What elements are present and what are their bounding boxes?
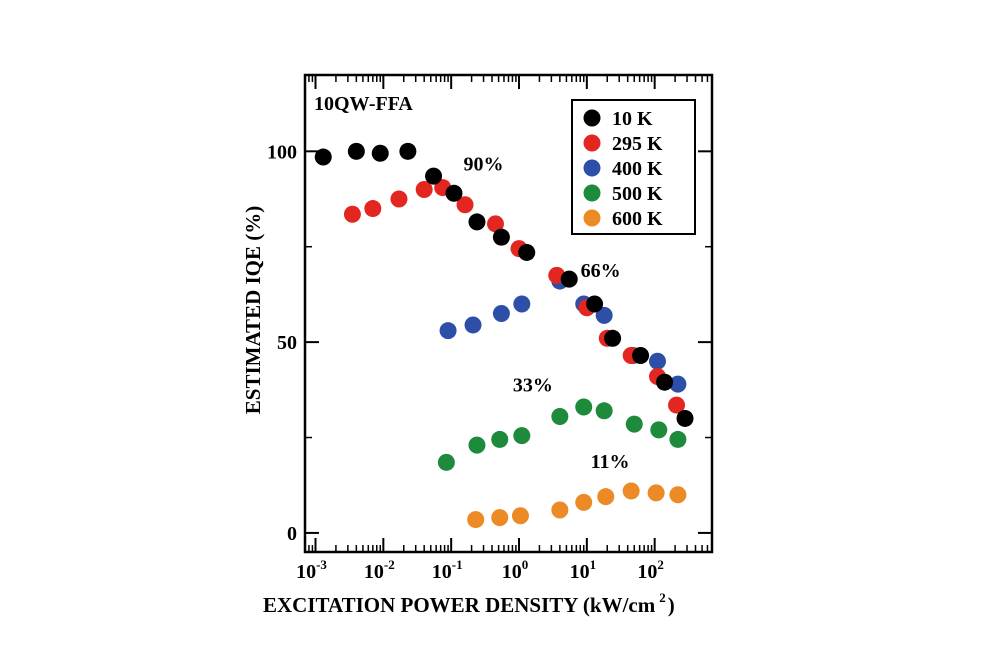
data-point-10k xyxy=(314,148,332,166)
data-point-10k xyxy=(399,142,417,160)
data-point-295k xyxy=(390,190,408,208)
sample-label: 10QW-FFA xyxy=(314,93,413,115)
data-point-295k xyxy=(415,180,433,198)
y-axis-label: ESTIMATED IQE (%) xyxy=(241,206,265,414)
legend-label: 400 K xyxy=(612,158,663,180)
data-point-10k xyxy=(604,329,622,347)
data-point-500k xyxy=(491,430,509,448)
legend-label: 295 K xyxy=(612,133,663,155)
data-point-295k xyxy=(456,196,474,214)
data-point-500k xyxy=(513,427,531,445)
data-point-600k xyxy=(467,511,485,529)
data-point-500k xyxy=(625,415,643,433)
data-point-10k xyxy=(425,167,443,185)
data-point-600k xyxy=(669,486,687,504)
data-point-400k xyxy=(439,322,457,340)
data-point-500k xyxy=(650,421,668,439)
annotation-label: 33% xyxy=(513,375,553,397)
data-point-10k xyxy=(560,270,578,288)
axis-ticks xyxy=(305,75,712,552)
legend-label: 600 K xyxy=(612,208,663,230)
data-point-600k xyxy=(491,509,509,527)
data-point-10k xyxy=(586,295,604,313)
data-point-400k xyxy=(669,375,687,393)
data-point-400k xyxy=(648,352,666,370)
annotations: 90% 66% 33% 11% xyxy=(464,153,630,473)
data-points xyxy=(314,142,694,529)
data-point-600k xyxy=(597,488,615,506)
tick-labels: 10-3 10-2 10-1 100 101 102 0 50 100 xyxy=(267,141,664,583)
data-point-10k xyxy=(656,373,674,391)
legend-marker xyxy=(583,134,601,152)
x-axis-label: EXCITATION POWER DENSITY (kW/cm 2) xyxy=(263,590,675,617)
data-point-10k xyxy=(632,346,650,364)
x-tick-label: 10-1 xyxy=(432,557,463,583)
legend-marker xyxy=(583,184,601,202)
legend-marker xyxy=(583,209,601,227)
data-point-10k xyxy=(492,228,510,246)
x-tick-label: 102 xyxy=(637,557,664,583)
data-point-600k xyxy=(551,501,569,519)
data-point-295k xyxy=(364,200,382,218)
x-tick-label: 10-3 xyxy=(296,557,327,583)
data-point-10k xyxy=(518,243,536,261)
data-point-400k xyxy=(595,306,613,324)
legend-marker xyxy=(583,159,601,177)
data-point-10k xyxy=(445,184,463,202)
data-point-600k xyxy=(647,484,665,502)
legend-label: 500 K xyxy=(612,183,663,205)
data-point-10k xyxy=(468,213,486,231)
data-point-10k xyxy=(676,409,694,427)
data-point-600k xyxy=(622,482,640,500)
data-point-500k xyxy=(595,402,613,420)
data-point-500k xyxy=(575,398,593,416)
data-point-400k xyxy=(513,295,531,313)
data-point-500k xyxy=(551,408,569,426)
x-tick-label: 10-2 xyxy=(364,557,395,583)
data-point-400k xyxy=(464,316,482,334)
y-tick-label: 0 xyxy=(287,523,297,545)
y-tick-label: 100 xyxy=(267,141,297,163)
data-point-600k xyxy=(575,493,593,511)
y-tick-label: 50 xyxy=(277,332,297,354)
data-point-400k xyxy=(492,305,510,322)
data-point-500k xyxy=(468,436,486,454)
legend: 10 K 295 K 400 K 500 K 600 K xyxy=(571,99,696,235)
data-point-295k xyxy=(486,215,504,233)
data-point-600k xyxy=(511,507,529,525)
data-point-500k xyxy=(437,453,455,471)
x-tick-label: 100 xyxy=(502,557,529,583)
legend-label: 10 K xyxy=(612,108,653,130)
x-tick-label: 101 xyxy=(570,557,597,583)
data-point-295k xyxy=(343,205,361,223)
data-point-10k xyxy=(371,144,389,162)
legend-marker xyxy=(583,109,601,127)
annotation-label: 90% xyxy=(464,153,504,175)
data-point-10k xyxy=(347,142,365,160)
annotation-label: 11% xyxy=(591,451,630,473)
data-point-500k xyxy=(669,430,687,448)
data-point-295k xyxy=(668,396,686,414)
annotation-label: 66% xyxy=(581,260,621,282)
